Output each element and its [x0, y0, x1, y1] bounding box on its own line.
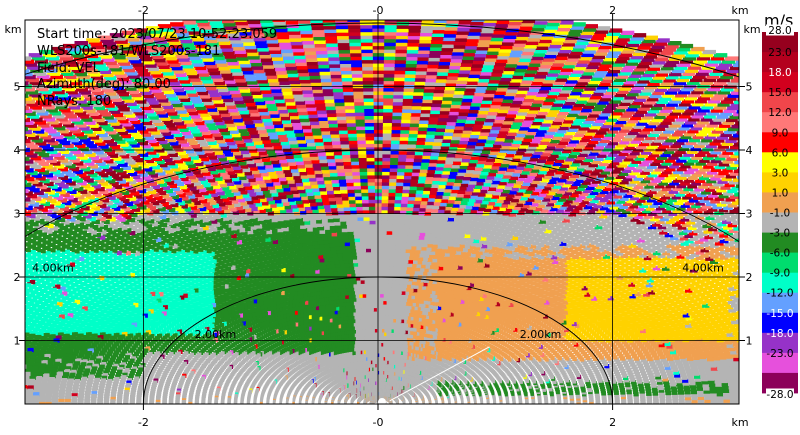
colorbar-level-label: -6.0 — [770, 248, 791, 260]
x-tick-label-top: -0 — [373, 4, 384, 17]
y-unit-label: km — [4, 23, 21, 36]
colorbar-level-label: 23.0 — [768, 47, 791, 59]
x-tick-label-top: -2 — [138, 4, 149, 17]
x-unit-label: km — [731, 4, 748, 17]
range-ring-label: 4.00km — [32, 262, 74, 275]
colorbar-level-label: 12.0 — [768, 107, 791, 119]
y-tick-label-right: 3 — [746, 208, 753, 221]
range-ring-label: 2.00km — [520, 328, 562, 341]
y-tick-label-left: 3 — [14, 208, 21, 221]
colorbar-level-label: 18.0 — [768, 67, 791, 79]
x-tick-label-bottom: 2 — [609, 416, 616, 429]
y-tick-label-left: 1 — [14, 335, 21, 348]
y-tick-label-left: 5 — [14, 81, 21, 94]
colorbar-level-label: -18.0 — [766, 328, 793, 340]
y-tick-label-right: 5 — [746, 81, 753, 94]
x-tick-label-bottom: -0 — [373, 416, 384, 429]
y-unit-label: km — [743, 23, 760, 36]
colorbar-level-label: 3.0 — [772, 167, 789, 179]
x-tick-label-bottom: -2 — [138, 416, 149, 429]
info-azimuth: Azimuth(deg): 80.00 — [37, 77, 171, 92]
colorbar-level-label: -3.0 — [770, 228, 791, 240]
x-unit-label: km — [731, 416, 748, 429]
colorbar-level-label: -9.0 — [770, 268, 791, 280]
y-tick-label-right: 2 — [746, 271, 753, 284]
colorbar-level-label: 6.0 — [772, 147, 789, 159]
info-start-time: Start time: 2023/07/23 10:52:23.059 — [37, 27, 277, 42]
info-nrays: NRays: 180 — [37, 94, 111, 109]
colorbar-level-label: -23.0 — [766, 348, 793, 360]
y-tick-label-right: 1 — [746, 335, 753, 348]
range-ring-label: 4.00km — [682, 262, 724, 275]
colorbar-level-label: 9.0 — [772, 127, 789, 139]
colorbar-level-label: -28.0 — [766, 389, 793, 401]
info-field: Field: VEL — [37, 61, 101, 76]
range-ring-label: 2.00km — [195, 328, 237, 341]
colorbar: m/s 28.023.018.015.012.09.06.03.01.0-1.0… — [762, 11, 798, 401]
x-tick-label-top: 2 — [609, 4, 616, 17]
y-tick-label-left: 4 — [14, 144, 21, 157]
colorbar-level-label: -15.0 — [766, 308, 793, 320]
info-station: WLS200s-181/WLS200s-181 — [37, 44, 220, 59]
colorbar-level-label: -12.0 — [766, 288, 793, 300]
colorbar-level-label: -1.0 — [770, 208, 791, 220]
y-tick-label-left: 2 — [14, 271, 21, 284]
colorbar-level-label: 1.0 — [772, 187, 789, 199]
colorbar-level-label: 28.0 — [768, 25, 791, 37]
y-tick-label-right: 4 — [746, 144, 753, 157]
colorbar-level-label: 15.0 — [768, 87, 791, 99]
